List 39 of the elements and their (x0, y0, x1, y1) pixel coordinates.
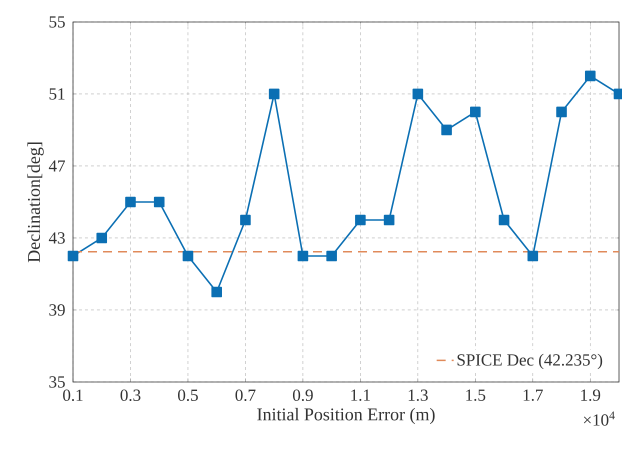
point (441, 124, 452, 136)
y-axis-title: Declination[deg] (27, 142, 44, 262)
point (298, 250, 308, 262)
point (68, 250, 78, 262)
x-tick-label: 1.5 (466, 390, 486, 401)
point (556, 106, 567, 118)
point (384, 214, 394, 226)
point (240, 214, 251, 226)
point (412, 88, 424, 100)
x-tick-label: 1.7 (524, 390, 543, 401)
point (182, 250, 194, 262)
point (268, 88, 280, 100)
y-tick-label: 39 (49, 304, 65, 316)
point (125, 196, 136, 208)
point (498, 214, 510, 226)
point (355, 214, 366, 226)
x-tick-label: 0.5 (178, 390, 198, 401)
point (96, 232, 108, 244)
x-tick-label: 0.9 (292, 390, 313, 401)
point (584, 70, 596, 82)
point (470, 106, 481, 118)
x-tick-label: 1.1 (351, 390, 370, 401)
legend-label: SPICE Dec (42.235°) (458, 354, 602, 370)
y-tick-label: 43 (48, 232, 65, 244)
point (528, 250, 538, 262)
point (211, 286, 222, 298)
y-tick-label: 51 (50, 88, 64, 100)
y-tick-label: 47 (48, 160, 66, 172)
x-tick-label: 1.3 (408, 390, 428, 401)
x-tick-label: 0.1 (63, 390, 83, 401)
point (326, 250, 337, 262)
x-tick-label: 0.3 (120, 390, 140, 401)
x-axis-title: Initial Position Error (m) (257, 408, 435, 424)
x-tick-label: 1.9 (581, 390, 600, 401)
y-tick-label: 55 (50, 16, 65, 28)
y-tick-label: 35 (49, 376, 65, 388)
x-tick-label: 0.7 (235, 390, 256, 401)
point (154, 196, 165, 208)
text: ×10$^{4}$ (584, 411, 615, 426)
